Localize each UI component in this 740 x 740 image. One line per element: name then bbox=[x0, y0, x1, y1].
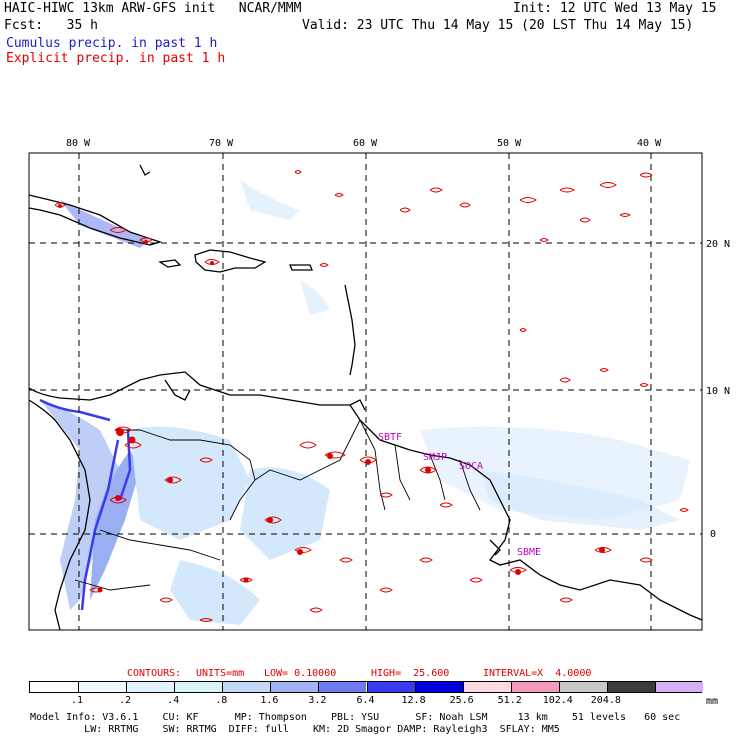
lon-label-80w: 80 W bbox=[66, 138, 91, 149]
colorbar-cell bbox=[174, 682, 223, 692]
lon-labels: 80 W 70 W 60 W 50 W 40 W bbox=[66, 138, 662, 149]
explicit-precip-cores bbox=[58, 204, 605, 593]
colorbar-tick-label: 102.4 bbox=[542, 695, 573, 706]
colorbar-tick-label: .4 bbox=[167, 695, 180, 706]
colorbar-tick-label: .8 bbox=[215, 695, 228, 706]
contours-low: LOW= 0.10000 bbox=[264, 668, 337, 679]
contours-interval: INTERVAL=X 4.0000 bbox=[483, 668, 592, 679]
plot-title: HAIC-HIWC 13km ARW-GFS init NCAR/MMM bbox=[4, 1, 302, 16]
legend-explicit: Explicit precip. in past 1 h bbox=[6, 51, 226, 66]
colorbar-cell bbox=[126, 682, 175, 692]
legend-cumulus: Cumulus precip. in past 1 h bbox=[6, 36, 218, 51]
lon-label-50w: 50 W bbox=[497, 138, 522, 149]
colorbar-cell bbox=[270, 682, 319, 692]
colorbar-cell bbox=[318, 682, 367, 692]
colorbar-cell bbox=[462, 682, 511, 692]
borders bbox=[74, 419, 481, 591]
colorbar-cell bbox=[366, 682, 415, 692]
colorbar-cell bbox=[654, 682, 703, 692]
colorbar-tick-label: .2 bbox=[119, 695, 132, 706]
colorbar-tick-label: 51.2 bbox=[497, 695, 522, 706]
lon-label-40w: 40 W bbox=[637, 138, 662, 149]
lon-label-70w: 70 W bbox=[209, 138, 234, 149]
station-sbme: SBME bbox=[517, 547, 541, 558]
lat-label-0: 0 bbox=[710, 529, 716, 540]
colorbar-tick-label: 3.2 bbox=[308, 695, 327, 706]
colorbar-tick-label: 1.6 bbox=[260, 695, 279, 706]
contours-units: UNITS=mm bbox=[196, 668, 245, 679]
colorbar-tick-label: 204.8 bbox=[590, 695, 621, 706]
model-info-line1: Model Info: V3.6.1 CU: KF MP: Thompson P… bbox=[30, 712, 681, 723]
contours-label: CONTOURS: bbox=[127, 668, 182, 679]
colorbar-cell bbox=[558, 682, 607, 692]
cumulus-precip-shading bbox=[40, 180, 690, 625]
colorbar-cell bbox=[510, 682, 559, 692]
colorbar-cell bbox=[30, 682, 79, 692]
model-info-line2: LW: RRTMG SW: RRTMG DIFF: full KM: 2D Sm… bbox=[30, 724, 560, 735]
explicit-precip-contours bbox=[54, 170, 689, 622]
station-soca: SOCA bbox=[459, 461, 483, 472]
forecast-hour: Fcst: 35 h bbox=[4, 18, 98, 33]
contours-high: HIGH= 25.600 bbox=[371, 668, 450, 679]
colorbar-tick-label: 6.4 bbox=[356, 695, 375, 706]
colorbar-cell bbox=[78, 682, 127, 692]
init-time: Init: 12 UTC Wed 13 May 15 bbox=[513, 1, 717, 16]
colorbar-unit: mm bbox=[706, 696, 719, 707]
colorbar-cell bbox=[414, 682, 463, 692]
lat-label-10n: 10 N bbox=[706, 386, 730, 397]
station-smjp: SMJP bbox=[423, 452, 447, 463]
colorbar-tick-label: 25.6 bbox=[449, 695, 474, 706]
colorbar bbox=[29, 681, 703, 693]
coastlines bbox=[28, 164, 703, 631]
valid-time: Valid: 23 UTC Thu 14 May 15 (20 LST Thu … bbox=[302, 18, 694, 33]
colorbar-tick-label: .1 bbox=[71, 695, 84, 706]
lon-label-60w: 60 W bbox=[353, 138, 378, 149]
colorbar-cell bbox=[222, 682, 271, 692]
station-sbtf: SBTF bbox=[378, 432, 402, 443]
lat-label-20n: 20 N bbox=[706, 239, 730, 250]
station-labels: SBTF SMJP SOCA SBME bbox=[378, 432, 541, 558]
lat-lon-grid bbox=[29, 153, 702, 630]
lat-labels: 20 N 10 N 0 bbox=[706, 239, 730, 540]
colorbar-cell bbox=[606, 682, 655, 692]
colorbar-tick-label: 12.8 bbox=[401, 695, 426, 706]
